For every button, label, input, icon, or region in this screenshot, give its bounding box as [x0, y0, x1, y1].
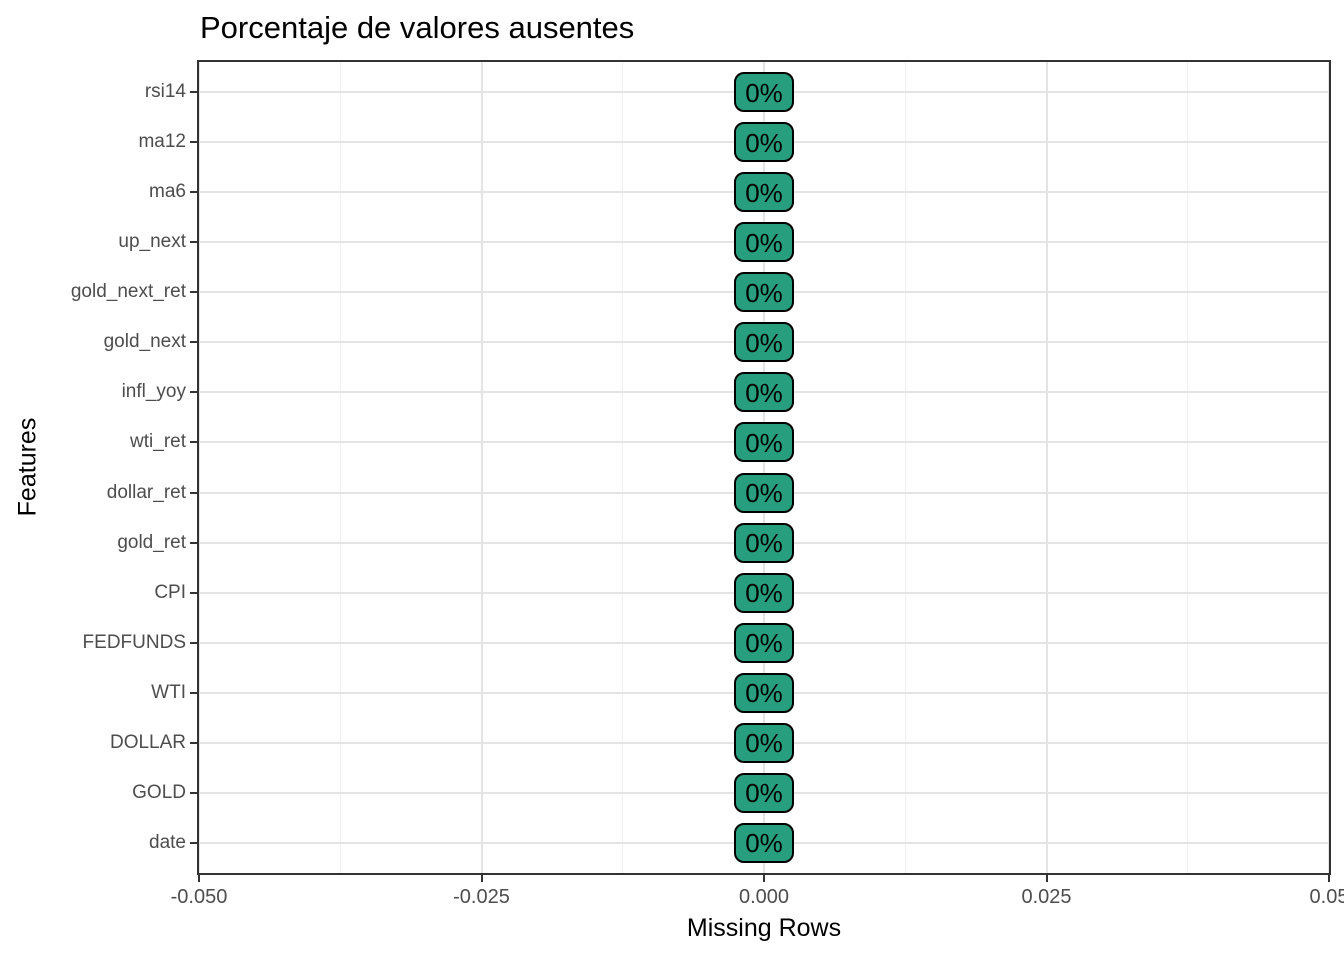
y-axis-tick-label: dollar_ret: [106, 481, 186, 503]
value-badge: 0%: [734, 372, 794, 413]
value-badge-label: 0%: [745, 728, 783, 759]
y-axis-tick-label: wti_ret: [130, 431, 186, 453]
grid-major-vline: [1045, 62, 1048, 873]
grid-minor-vline: [622, 62, 624, 873]
value-badge-label: 0%: [745, 678, 783, 709]
x-axis-tick: [763, 873, 765, 882]
y-axis-tick: [190, 91, 199, 94]
value-badge-label: 0%: [745, 528, 783, 559]
grid-major-vline: [480, 62, 483, 873]
value-badge-label: 0%: [745, 377, 783, 408]
y-axis-tick: [190, 241, 199, 244]
x-axis-title: Missing Rows: [686, 914, 842, 942]
y-axis-tick: [190, 141, 199, 144]
value-badge: 0%: [734, 672, 794, 713]
value-badge: 0%: [734, 572, 794, 613]
value-badge-label: 0%: [745, 227, 783, 258]
plot-panel: 0% 0% 0% 0% 0% 0% 0% 0% 0% 0% 0% 0% 0% 0% 0% 0%: [199, 62, 1329, 873]
y-axis-tick-label: GOLD: [132, 781, 186, 803]
grid-minor-vline: [904, 62, 906, 873]
x-axis-tick-label: -0.025: [453, 886, 510, 908]
value-badge-label: 0%: [745, 578, 783, 609]
value-badge-label: 0%: [745, 828, 783, 859]
y-axis-tick: [190, 591, 199, 594]
x-axis-tick-label: -0.050: [170, 886, 228, 908]
y-axis-tick-label: ma6: [149, 181, 186, 203]
value-badge-label: 0%: [745, 127, 783, 158]
y-axis-tick: [190, 541, 199, 544]
value-badge-label: 0%: [745, 628, 783, 659]
value-badge: 0%: [734, 322, 794, 363]
value-badge: 0%: [734, 72, 794, 113]
grid-major-vline: [763, 62, 765, 873]
x-axis-tick: [1045, 873, 1048, 882]
y-axis-tick: [190, 641, 199, 644]
value-badge: 0%: [734, 272, 794, 313]
y-axis-tick: [190, 741, 199, 744]
x-axis-tick: [1328, 873, 1330, 882]
value-badge: 0%: [734, 522, 794, 563]
value-badge-label: 0%: [745, 177, 783, 208]
y-axis-tick: [190, 841, 199, 844]
grid-minor-vline: [339, 62, 341, 873]
value-badge-label: 0%: [745, 77, 783, 108]
y-axis-tick-label: FEDFUNDS: [82, 631, 186, 653]
grid-major-vline: [199, 62, 200, 873]
x-axis-tick-label: 0.000: [738, 886, 790, 908]
x-axis-tick-label: 0.05: [1309, 886, 1344, 908]
value-badge-label: 0%: [745, 327, 783, 358]
x-axis-tick: [198, 873, 200, 882]
x-axis-tick-label: 0.025: [1021, 886, 1072, 908]
value-badge: 0%: [734, 472, 794, 513]
y-axis-tick: [190, 441, 199, 444]
y-axis-tick: [190, 191, 199, 194]
y-axis-tick-label: CPI: [154, 581, 186, 603]
y-axis-tick-label: ma12: [138, 131, 186, 153]
value-badge: 0%: [734, 422, 794, 463]
value-badge: 0%: [734, 722, 794, 763]
y-axis-tick-label: date: [149, 831, 186, 853]
grid-minor-vline: [1187, 62, 1189, 873]
value-badge: 0%: [734, 172, 794, 213]
value-badge: 0%: [734, 622, 794, 663]
y-axis-tick: [190, 391, 199, 394]
y-axis-tick-label: DOLLAR: [109, 731, 186, 753]
chart-title: Porcentaje de valores ausentes: [200, 10, 635, 45]
y-axis-tick: [190, 691, 199, 694]
y-axis-tick: [190, 341, 199, 344]
value-badge-label: 0%: [745, 277, 783, 308]
y-axis-tick: [190, 491, 199, 494]
y-axis-tick: [190, 291, 199, 294]
y-axis-tick-label: rsi14: [144, 81, 186, 103]
value-badge-label: 0%: [745, 778, 783, 809]
y-axis-tick: [190, 791, 199, 794]
value-badge: 0%: [734, 822, 794, 863]
y-axis-tick-label: up_next: [118, 231, 186, 253]
y-axis-tick-label: WTI: [151, 681, 186, 703]
x-axis-tick: [480, 873, 483, 882]
value-badge: 0%: [734, 122, 794, 163]
value-badge-label: 0%: [745, 427, 783, 458]
value-badge: 0%: [734, 772, 794, 813]
grid-major-vline: [1328, 62, 1329, 873]
y-axis-tick-label: gold_next_ret: [70, 281, 186, 303]
value-badge: 0%: [734, 222, 794, 263]
y-axis-tick-label: gold_ret: [117, 531, 186, 553]
y-axis-tick-label: infl_yoy: [121, 381, 186, 403]
y-axis-title: Features: [13, 417, 42, 517]
y-axis-tick-label: gold_next: [103, 331, 186, 353]
value-badge-label: 0%: [745, 478, 783, 509]
